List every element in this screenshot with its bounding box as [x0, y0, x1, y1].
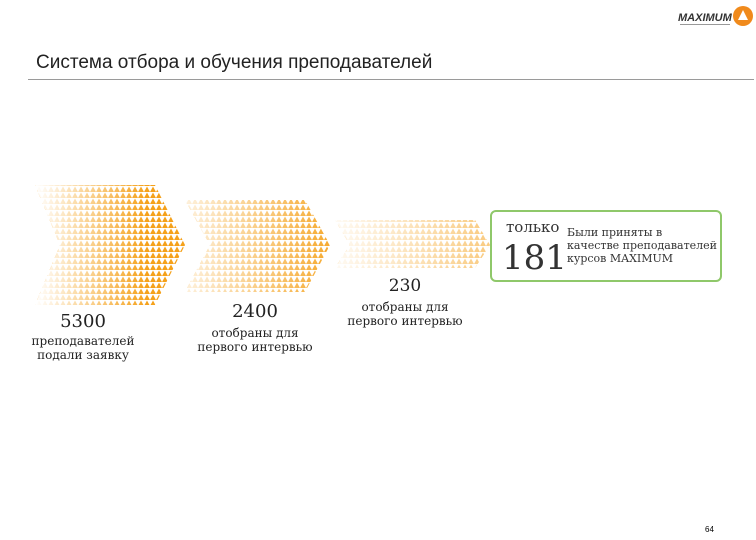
- step-3-label-line2: первого интервью: [347, 314, 463, 328]
- step-1-label-line1: преподавателей: [31, 334, 135, 348]
- maximum-logo: MAXIMUM: [678, 6, 753, 26]
- step-2-value: 2400: [232, 301, 278, 322]
- result-value: 181: [502, 238, 567, 278]
- step-3-label: отобраны для первого интервью: [340, 300, 470, 328]
- page-number: 64: [705, 525, 714, 534]
- page-title: Система отбора и обучения преподавателей: [36, 52, 433, 73]
- step-3-label-line1: отобраны для: [361, 300, 449, 314]
- step-2-label-line1: отобраны для: [211, 326, 299, 340]
- result-callout: только 181 Были приняты в качестве препо…: [490, 210, 722, 282]
- funnel-step-3-shape: [335, 220, 490, 268]
- step-1-label: преподавателей подали заявку: [18, 334, 148, 362]
- step-1-value: 5300: [60, 311, 106, 332]
- title-divider: [28, 79, 754, 80]
- funnel-step-2-shape: [185, 200, 330, 292]
- funnel-step-1-shape: [35, 185, 185, 305]
- step-3-value: 230: [388, 276, 422, 296]
- step-1-label-line2: подали заявку: [37, 348, 129, 362]
- result-prefix: только: [506, 218, 560, 236]
- step-2-label: отобраны для первого интервью: [190, 326, 320, 354]
- svg-text:MAXIMUM: MAXIMUM: [678, 12, 733, 24]
- step-2-label-line2: первого интервью: [197, 340, 313, 354]
- result-note: Были приняты в качестве преподавателей к…: [567, 226, 718, 265]
